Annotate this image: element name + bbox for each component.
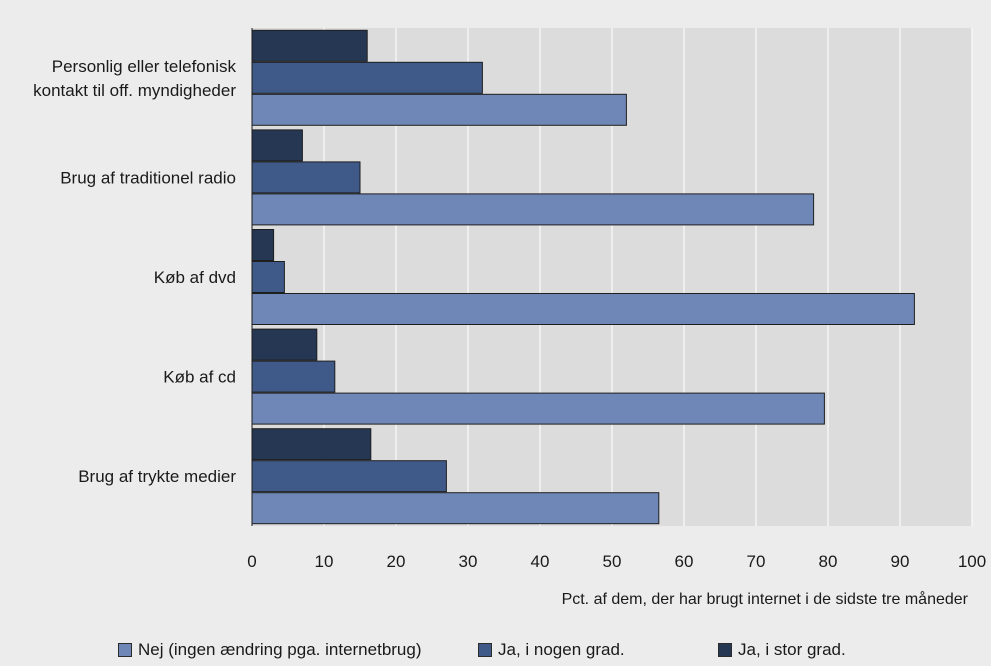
legend-item: Nej (ingen ændring pga. internetbrug) bbox=[118, 640, 422, 660]
bar bbox=[251, 360, 336, 393]
legend: Nej (ingen ændring pga. internetbrug) Ja,… bbox=[0, 636, 991, 664]
bar bbox=[251, 293, 915, 325]
category-label: Køb af cd bbox=[163, 368, 236, 387]
legend-swatch bbox=[118, 643, 132, 657]
category-label: Brug af trykte medier bbox=[78, 467, 236, 486]
bar bbox=[251, 460, 447, 493]
x-tick-labels: 0 10 20 30 40 50 60 70 80 90 100 bbox=[247, 552, 986, 571]
x-tick-label: 70 bbox=[747, 552, 766, 571]
category-label: Køb af dvd bbox=[154, 268, 236, 287]
bar bbox=[251, 428, 372, 461]
bar bbox=[251, 129, 303, 162]
x-tick-label: 100 bbox=[958, 552, 986, 571]
legend-label: Ja, i nogen grad. bbox=[498, 640, 625, 659]
bar bbox=[251, 61, 483, 94]
x-tick-label: 30 bbox=[459, 552, 478, 571]
x-tick-label: 10 bbox=[315, 552, 334, 571]
category-labels: Personlig eller telefonisk kontakt til of… bbox=[33, 57, 236, 486]
x-tick-label: 40 bbox=[531, 552, 550, 571]
bar bbox=[251, 261, 285, 293]
bar bbox=[251, 328, 318, 361]
bar bbox=[251, 229, 275, 261]
bar bbox=[251, 29, 368, 62]
category-label: Brug af traditionel radio bbox=[60, 168, 236, 187]
category-label: kontakt til off. myndigheder bbox=[33, 81, 236, 100]
legend-label: Nej (ingen ændring pga. internetbrug) bbox=[138, 640, 422, 659]
bars bbox=[251, 29, 915, 525]
legend-label: Ja, i stor grad. bbox=[738, 640, 846, 659]
legend-swatch bbox=[718, 643, 732, 657]
x-axis-label: Pct. af dem, der har brugt internet i de… bbox=[562, 590, 969, 608]
bar bbox=[251, 392, 825, 425]
category-label: Personlig eller telefonisk bbox=[52, 57, 237, 76]
x-tick-label: 90 bbox=[891, 552, 910, 571]
bar bbox=[251, 161, 361, 194]
x-tick-label: 60 bbox=[675, 552, 694, 571]
x-tick-label: 80 bbox=[819, 552, 838, 571]
bar bbox=[251, 93, 627, 126]
legend-item: Ja, i nogen grad. bbox=[478, 640, 625, 660]
bar bbox=[251, 193, 815, 226]
x-tick-label: 0 bbox=[247, 552, 256, 571]
legend-swatch bbox=[478, 643, 492, 657]
x-tick-label: 20 bbox=[387, 552, 406, 571]
legend-item: Ja, i stor grad. bbox=[718, 640, 846, 660]
x-tick-label: 50 bbox=[603, 552, 622, 571]
bar bbox=[251, 492, 660, 525]
